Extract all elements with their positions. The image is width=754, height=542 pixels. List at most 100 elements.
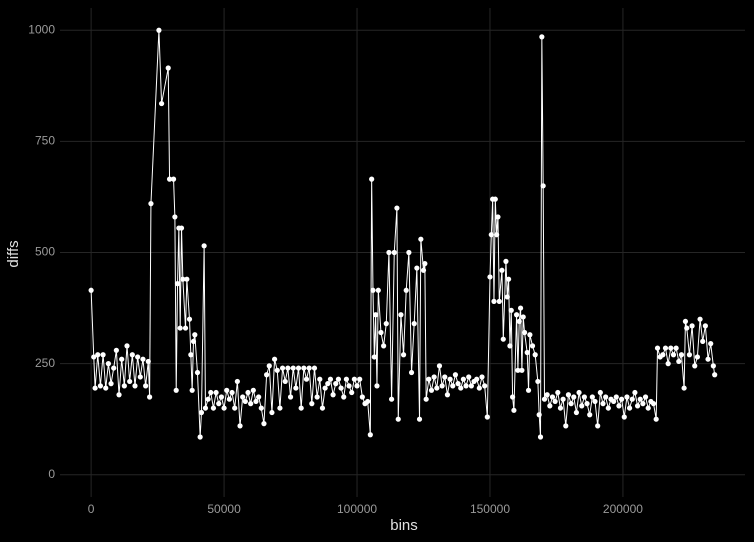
data-point xyxy=(250,387,256,393)
data-point xyxy=(306,365,312,371)
data-point xyxy=(668,345,674,351)
data-point xyxy=(516,318,522,325)
data-point xyxy=(416,416,423,422)
data-point xyxy=(662,345,669,351)
data-point xyxy=(290,365,296,371)
data-point xyxy=(539,34,545,40)
data-point xyxy=(684,325,690,331)
data-point xyxy=(388,396,395,402)
data-point xyxy=(381,343,387,349)
data-point xyxy=(587,412,593,418)
data-point xyxy=(665,361,671,367)
data-point xyxy=(373,312,379,318)
data-point xyxy=(426,376,432,382)
data-point xyxy=(640,401,646,407)
data-point xyxy=(113,347,119,353)
data-point xyxy=(274,367,280,373)
data-point xyxy=(108,381,114,387)
data-point xyxy=(576,389,582,396)
data-point xyxy=(603,394,609,400)
data-point xyxy=(504,294,510,300)
data-point xyxy=(689,323,695,329)
data-point xyxy=(282,378,288,385)
data-point xyxy=(177,325,183,331)
data-point xyxy=(346,383,352,389)
data-point xyxy=(170,176,177,182)
data-point xyxy=(423,396,429,402)
data-point xyxy=(148,201,154,207)
data-point xyxy=(213,389,219,396)
data-point xyxy=(202,405,209,411)
data-point xyxy=(277,405,283,411)
data-point xyxy=(351,376,357,382)
data-point xyxy=(650,401,657,407)
y-tick-label: 0 xyxy=(48,467,55,481)
data-point xyxy=(563,423,569,429)
data-point xyxy=(303,376,310,382)
data-point xyxy=(708,341,714,347)
data-point xyxy=(447,376,453,382)
data-point xyxy=(105,361,111,367)
data-point xyxy=(621,414,627,420)
data-point xyxy=(166,176,173,182)
data-point xyxy=(182,325,189,331)
data-point xyxy=(145,358,151,365)
data-point xyxy=(391,249,397,256)
x-axis-title: bins xyxy=(390,517,418,534)
data-point xyxy=(431,374,437,380)
data-point xyxy=(229,389,235,396)
y-tick-label: 750 xyxy=(35,134,55,148)
data-point xyxy=(143,383,149,389)
data-point xyxy=(237,423,243,429)
data-point xyxy=(676,358,682,365)
data-point xyxy=(400,352,407,358)
data-point xyxy=(692,363,698,369)
data-point xyxy=(584,401,590,407)
data-point xyxy=(365,398,371,405)
data-point xyxy=(452,372,459,378)
data-point xyxy=(579,403,585,409)
data-point xyxy=(626,405,633,411)
data-point xyxy=(218,394,225,400)
data-point xyxy=(428,387,435,393)
data-point xyxy=(287,394,294,400)
data-point xyxy=(537,434,544,440)
data-point xyxy=(190,338,197,345)
data-point xyxy=(507,343,513,349)
x-tick-label: 150000 xyxy=(470,502,510,516)
data-point xyxy=(466,374,472,380)
data-point xyxy=(654,345,661,351)
data-point xyxy=(333,381,339,387)
data-point xyxy=(422,261,428,267)
data-point xyxy=(712,372,718,378)
data-point xyxy=(395,416,401,422)
data-point xyxy=(127,378,133,385)
data-point xyxy=(468,383,474,389)
data-point xyxy=(132,383,138,389)
data-point xyxy=(495,214,501,220)
data-point xyxy=(279,365,286,371)
data-point xyxy=(357,376,363,382)
data-point xyxy=(589,394,595,400)
data-point xyxy=(455,381,461,387)
data-point xyxy=(482,383,488,389)
data-point xyxy=(595,423,601,429)
data-point xyxy=(565,392,572,398)
data-point xyxy=(375,287,381,293)
data-point xyxy=(156,27,162,33)
data-point xyxy=(201,243,207,249)
data-point xyxy=(474,376,480,382)
data-point xyxy=(378,329,384,336)
data-point xyxy=(496,298,502,304)
data-point xyxy=(632,389,638,396)
data-point xyxy=(317,376,323,382)
data-point xyxy=(476,385,482,391)
data-point xyxy=(103,385,109,391)
data-point xyxy=(619,396,625,402)
data-point xyxy=(511,407,517,413)
data-point xyxy=(295,365,302,371)
data-point xyxy=(354,383,360,389)
data-point xyxy=(414,265,420,271)
data-point xyxy=(258,405,264,411)
